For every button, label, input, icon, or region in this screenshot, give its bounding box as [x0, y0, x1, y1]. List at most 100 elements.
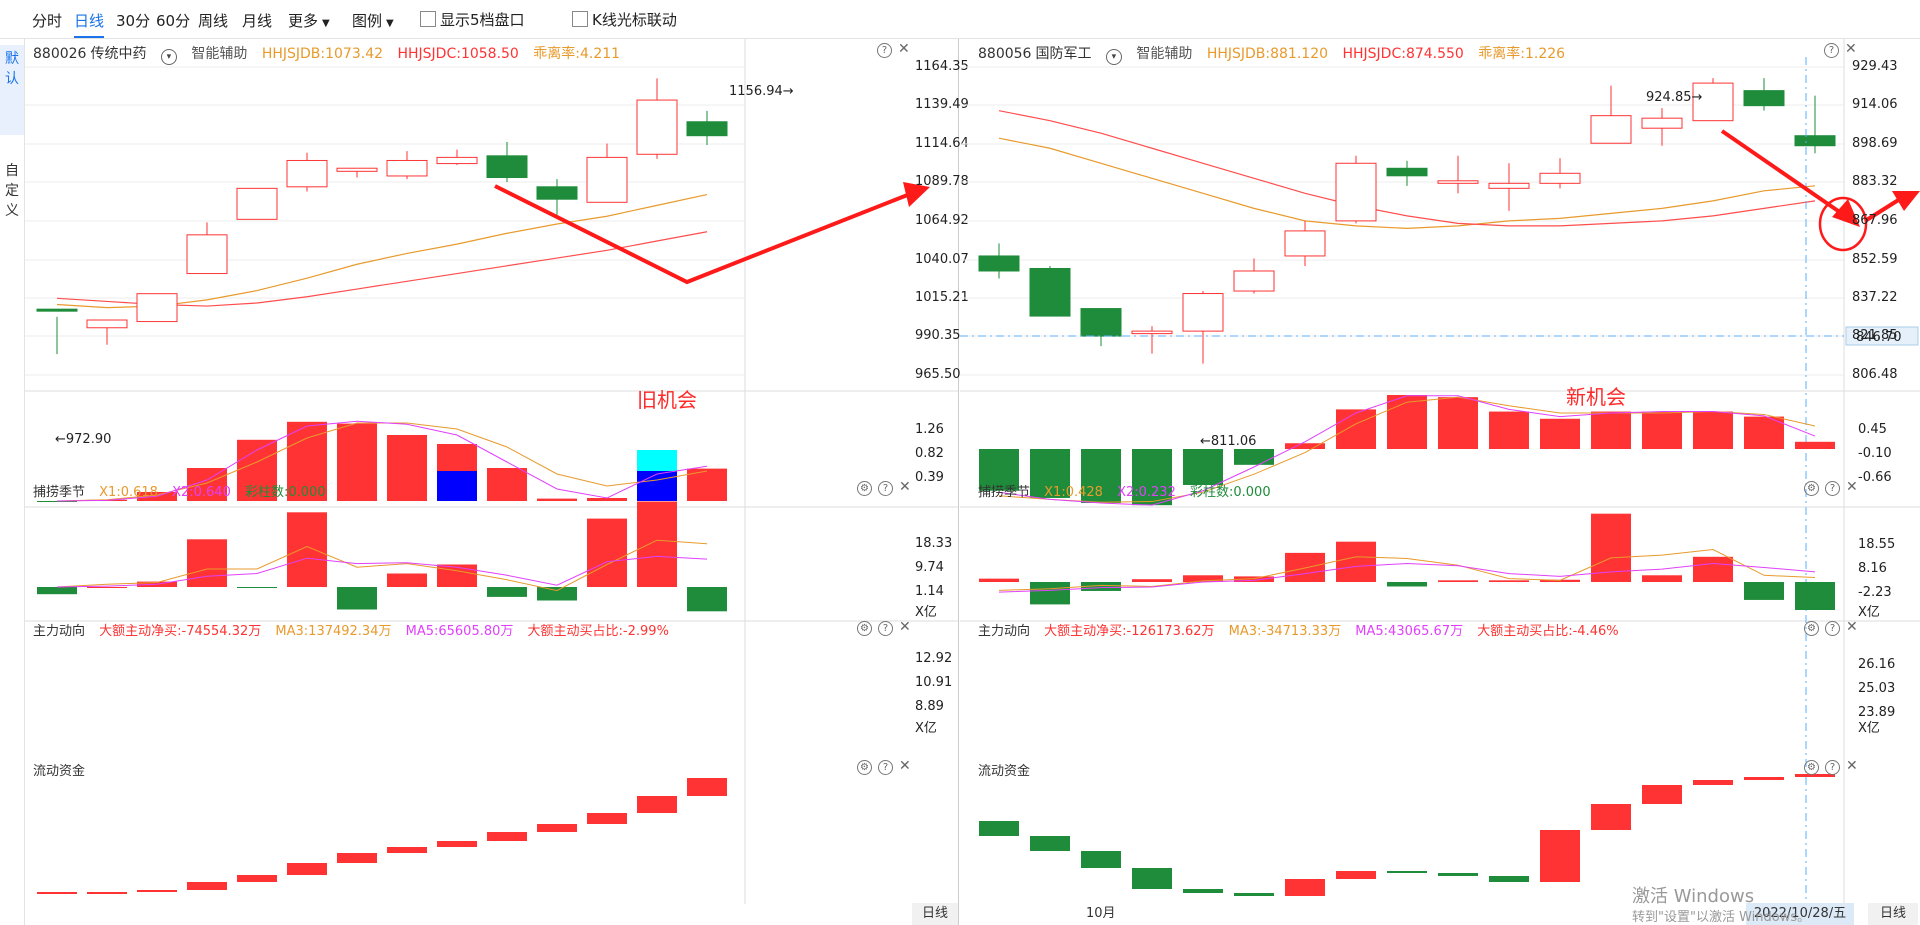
more-menu[interactable]: 更多 ▼	[288, 10, 330, 31]
price-tick-label: 867.96	[1852, 213, 1898, 228]
indicator-bar	[337, 423, 377, 501]
close-icon[interactable]: ✕	[1846, 758, 1858, 774]
liquidity-bar	[1744, 777, 1784, 780]
indicator-title: 流动资金	[978, 764, 1031, 779]
help-icon[interactable]: ?	[878, 621, 893, 636]
stock-name: 传统中药	[90, 46, 147, 62]
help-icon[interactable]: ?	[878, 481, 893, 496]
dropdown-icon[interactable]: ▾	[1105, 49, 1122, 65]
tab-60min[interactable]: 60分	[156, 12, 191, 30]
tab-30min[interactable]: 30分	[116, 12, 151, 30]
help-icon[interactable]: ?	[1825, 760, 1840, 775]
close-icon[interactable]: ✕	[1846, 479, 1858, 495]
candle-body	[336, 167, 378, 172]
right-chart-pane: 880056 国防军工 ▾ 智能辅助 HHJSJDB:881.120 HHJSJD…	[960, 39, 1920, 904]
main-force-bar	[1591, 513, 1631, 582]
bar-count-value: 彩柱数:0.000	[1190, 485, 1271, 500]
left-sub2-header: 主力动向 大额主动净买:-74554.32万 MA3:137492.34万 MA…	[33, 620, 679, 639]
ma5-line	[56, 555, 708, 588]
show-orderbook-checkbox[interactable]: 显示5档盘口	[420, 9, 525, 30]
low-price-label: ←811.06	[1200, 434, 1256, 449]
right-main-header: 880056 国防军工 ▾ 智能辅助 HHJSJDB:881.120 HHJSJD…	[978, 43, 1575, 65]
bar-count-value: 彩柱数:0.000	[245, 485, 326, 500]
candle-body	[1386, 167, 1428, 177]
candle-body	[1029, 267, 1071, 317]
candle-body	[978, 255, 1020, 272]
dropdown-icon: ▼	[322, 18, 330, 29]
new-opportunity-annotation: 新机会	[1566, 385, 1626, 409]
cursor-link-checkbox[interactable]: K线光标联动	[572, 9, 677, 30]
close-icon[interactable]: ✕	[898, 41, 910, 57]
close-icon[interactable]: ✕	[899, 479, 911, 495]
candle-body	[136, 293, 178, 323]
close-icon[interactable]: ✕	[1846, 619, 1858, 635]
main-force-bar	[1387, 582, 1427, 587]
tab-monthly[interactable]: 月线	[242, 12, 273, 30]
trend-arrow	[1863, 197, 1902, 223]
liquidity-bar	[1438, 873, 1478, 876]
sidebar-tab-custom[interactable]: 自定义	[0, 161, 24, 241]
sub2-tick-label: 8.16	[1858, 561, 1887, 576]
x1-value: X1:0.618	[99, 485, 158, 500]
candle-body	[1080, 308, 1122, 337]
legend-menu[interactable]: 图例 ▼	[352, 10, 394, 31]
settings-icon[interactable]: ⚙	[1804, 621, 1819, 636]
ma5-value: MA5:43065.67万	[1355, 624, 1464, 639]
liquidity-bar	[1285, 879, 1325, 896]
dropdown-icon[interactable]: ▾	[160, 49, 177, 65]
help-icon[interactable]: ?	[1825, 621, 1840, 636]
main-force-bar	[187, 539, 227, 587]
candle-body	[86, 319, 128, 329]
indicator-bar	[979, 449, 1019, 491]
checkbox-label: 显示5档盘口	[440, 11, 525, 29]
settings-icon[interactable]: ⚙	[857, 621, 872, 636]
assist-label[interactable]: 智能辅助	[1136, 46, 1193, 62]
right-sub1-header: 捕捞季节 X1:0.428 X2:0.232 彩柱数:0.000	[978, 481, 1281, 500]
help-icon[interactable]: ?	[878, 760, 893, 775]
indicator-bar	[537, 498, 577, 501]
liquidity-bar	[1183, 889, 1223, 893]
liquidity-bar	[1540, 830, 1580, 882]
more-label: 更多	[288, 12, 319, 30]
main-force-bar	[1744, 582, 1784, 600]
candle-body	[486, 155, 528, 179]
indicator-title: 主力动向	[33, 624, 86, 639]
activation-watermark-sub: 转到"设置"以激活 Windows。	[1632, 910, 1811, 925]
liquidity-bar	[637, 796, 677, 813]
sub1-tick-label: 0.39	[915, 470, 944, 485]
close-icon[interactable]: ✕	[899, 619, 911, 635]
sidebar-tab-label: 默认	[5, 51, 19, 87]
checkbox-box[interactable]	[572, 11, 588, 27]
tab-weekly[interactable]: 周线	[198, 12, 229, 30]
help-icon[interactable]: ?	[1824, 43, 1839, 58]
liquidity-bar	[37, 892, 77, 894]
liquidity-bar	[487, 832, 527, 841]
close-icon[interactable]: ✕	[899, 758, 911, 774]
checkbox-box[interactable]	[420, 11, 436, 27]
settings-icon[interactable]: ⚙	[1804, 760, 1819, 775]
liquidity-bar	[1489, 876, 1529, 882]
help-icon[interactable]: ?	[1825, 481, 1840, 496]
toolbar: 分时 日线 30分 60分 周线 月线 更多 ▼ 图例 ▼ 显示5档盘口 K线光标联…	[0, 0, 1920, 39]
x1-line	[998, 396, 1816, 503]
liquidity-bar	[437, 841, 477, 847]
settings-icon[interactable]: ⚙	[1804, 481, 1819, 496]
indicator-bar	[37, 501, 77, 502]
liquidity-bar	[1132, 868, 1172, 889]
sub3-tick-label: X亿	[1858, 721, 1880, 736]
sidebar-tab-default[interactable]: 默认	[0, 45, 24, 135]
x2-value: X2:0.232	[1117, 485, 1176, 500]
settings-icon[interactable]: ⚙	[857, 760, 872, 775]
assist-label[interactable]: 智能辅助	[191, 46, 248, 62]
close-icon[interactable]: ✕	[1845, 41, 1857, 57]
ma-line-orange	[56, 193, 708, 309]
liquidity-bar	[1234, 893, 1274, 896]
main-chart-icons: ? ✕	[871, 41, 910, 58]
tab-intraday[interactable]: 分时	[32, 12, 63, 30]
indicator-bar	[1693, 411, 1733, 449]
hhjsjdc-value: HHJSJDC:1058.50	[397, 46, 519, 62]
candle-body	[436, 156, 478, 165]
settings-icon[interactable]: ⚙	[857, 481, 872, 496]
tab-daily[interactable]: 日线	[74, 12, 105, 38]
help-icon[interactable]: ?	[877, 43, 892, 58]
